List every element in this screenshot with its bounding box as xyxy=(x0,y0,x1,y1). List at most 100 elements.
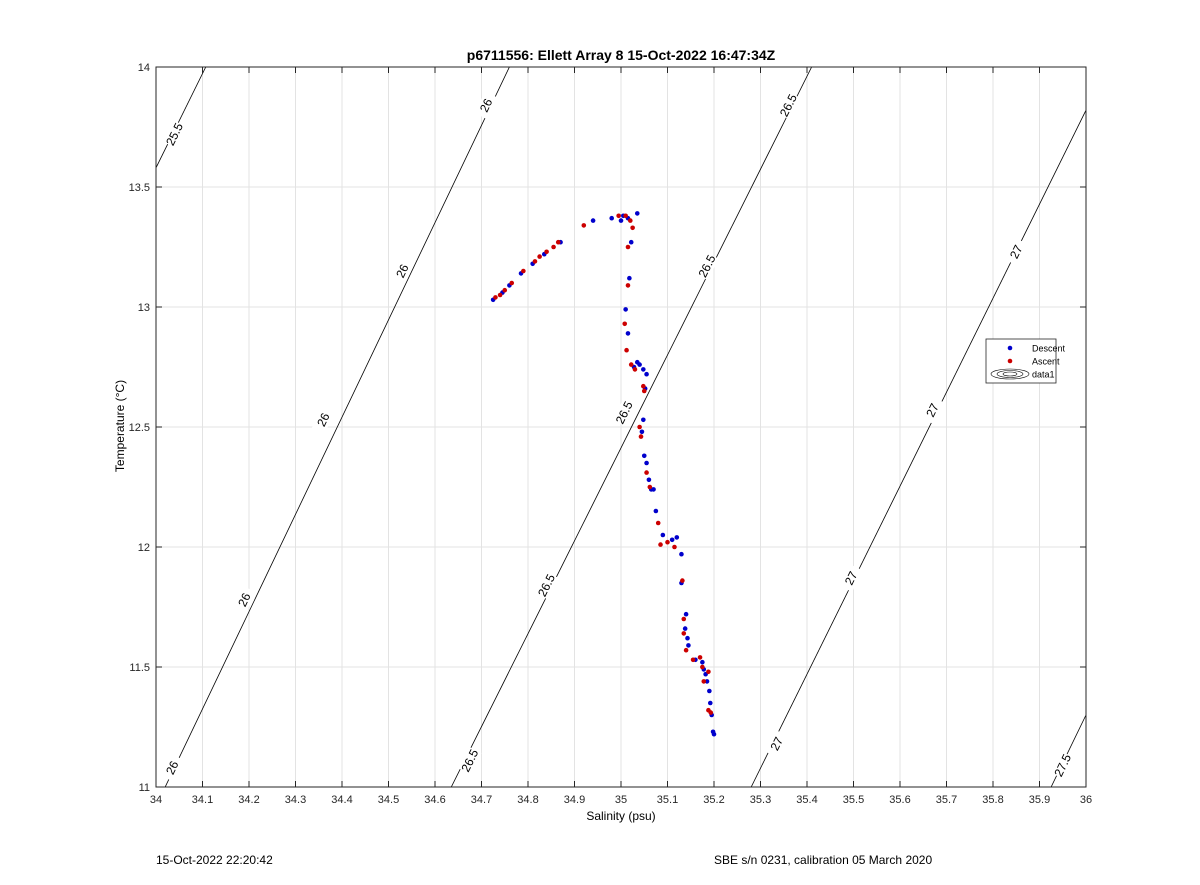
ascent-point xyxy=(622,321,628,327)
ascent-point xyxy=(690,657,696,663)
footer-calibration: SBE s/n 0231, calibration 05 March 2020 xyxy=(714,853,933,867)
descent-point xyxy=(623,307,628,312)
contour-label: 27 xyxy=(842,569,861,587)
x-tick-label: 36 xyxy=(1080,794,1092,806)
ascent-point xyxy=(497,292,503,298)
ascent-point xyxy=(551,244,556,250)
x-tick-label: 34.4 xyxy=(331,794,352,806)
contour-label-bg xyxy=(474,91,498,120)
ascent-point xyxy=(706,669,711,675)
contour-label-bg xyxy=(695,252,719,281)
x-tick-label: 34.9 xyxy=(564,794,585,806)
descent-point xyxy=(711,731,717,737)
x-tick-label: 34.2 xyxy=(238,794,259,806)
descent-point xyxy=(685,635,690,641)
descent-point xyxy=(707,688,712,694)
contour-label-bg xyxy=(311,405,335,434)
ascent-point xyxy=(672,544,677,550)
contour-label-bg xyxy=(920,396,945,425)
x-tick-label: 34.6 xyxy=(424,794,445,806)
ascent-point xyxy=(521,268,526,274)
contour-label: 26 xyxy=(163,758,182,776)
ascent-point xyxy=(544,249,549,255)
contour-label-bg xyxy=(163,120,187,149)
contour-label: 26 xyxy=(477,96,496,114)
ascent-point xyxy=(493,295,498,300)
density-contours: 25.5262626262626.526.526.526.526.5272727… xyxy=(156,67,1086,787)
ascent-point xyxy=(625,283,631,288)
ascent-point xyxy=(637,424,642,430)
legend: Descent Ascent data1 xyxy=(985,338,1066,384)
contour-label-bg xyxy=(232,585,256,614)
descent-point xyxy=(686,643,691,648)
x-tick-label: 35.8 xyxy=(982,794,1003,806)
ascent-point xyxy=(700,664,705,670)
contour-label-bg xyxy=(390,257,414,285)
chart-title: p6711556: Ellett Array 8 15-Oct-2022 16:… xyxy=(467,47,776,63)
descent-point xyxy=(682,626,688,631)
descent-point xyxy=(637,362,642,367)
x-axis-label: Salinity (psu) xyxy=(586,809,655,823)
series-ascent xyxy=(493,213,714,715)
x-tick-label: 35.5 xyxy=(843,794,864,806)
ascent-point xyxy=(555,239,561,245)
x-tick-label: 34.1 xyxy=(192,794,213,806)
descent-point xyxy=(625,331,631,336)
x-tick-label: 35 xyxy=(615,794,627,806)
legend-label: Ascent xyxy=(1032,357,1060,367)
contour-label-bg xyxy=(1004,237,1028,266)
x-tick-label: 35.9 xyxy=(1029,794,1050,806)
x-tick-label: 35.2 xyxy=(703,794,724,806)
y-tick-label: 12 xyxy=(138,542,150,554)
ascent-point xyxy=(509,280,515,286)
descent-point xyxy=(704,679,710,684)
ascent-point xyxy=(641,383,646,389)
descent-point xyxy=(651,487,656,492)
descent-point xyxy=(609,215,614,221)
x-tick-label: 35.1 xyxy=(657,794,678,806)
descent-point xyxy=(639,429,645,435)
ascent-point xyxy=(641,388,647,394)
contour-label-bg xyxy=(534,571,559,600)
ascent-point xyxy=(502,287,508,293)
ascent-point xyxy=(708,710,714,715)
contour-label: 26 xyxy=(393,262,412,280)
contour-label-bg xyxy=(612,398,636,427)
contour-line-26 xyxy=(164,67,510,787)
descent-point xyxy=(628,239,634,245)
contour-label-bg xyxy=(160,753,184,782)
descent-point xyxy=(627,275,632,281)
descent-point xyxy=(683,611,689,617)
ascent-point xyxy=(625,244,631,250)
ascent-point xyxy=(681,631,687,636)
ascent-point xyxy=(628,362,634,367)
descent-point xyxy=(634,211,640,216)
legend-marker-descent xyxy=(1007,345,1013,351)
x-tick-label: 35.4 xyxy=(796,794,817,806)
contour-label: 27 xyxy=(923,401,942,419)
contour-line-27 xyxy=(750,110,1086,787)
legend-marker-contour xyxy=(1002,371,1018,377)
x-tick-label: 34.8 xyxy=(517,794,538,806)
x-tick-label: 35.6 xyxy=(889,794,910,806)
descent-point xyxy=(641,367,646,372)
ascent-point xyxy=(647,484,653,490)
data-points xyxy=(490,211,717,737)
descent-point xyxy=(646,477,652,483)
ascent-point xyxy=(623,213,628,219)
descent-point xyxy=(618,218,624,223)
axis-ticks: 34 34.1 34.2 34.3 34.4 34.5 34.6 34.7 34.8 34.9 35… xyxy=(129,62,1093,806)
contour-label: 26 xyxy=(314,410,333,428)
contour-label-bg xyxy=(765,729,789,758)
contour-label-bg xyxy=(839,564,863,593)
x-tick-label: 35.7 xyxy=(936,794,957,806)
ascent-point xyxy=(624,347,629,353)
ascent-point xyxy=(697,655,703,660)
descent-point xyxy=(653,508,659,514)
contour-line-26.5 xyxy=(450,67,813,787)
x-tick-label: 34.7 xyxy=(471,794,492,806)
ascent-point xyxy=(616,213,621,219)
ascent-point xyxy=(638,434,644,439)
y-tick-label: 11 xyxy=(139,782,150,794)
